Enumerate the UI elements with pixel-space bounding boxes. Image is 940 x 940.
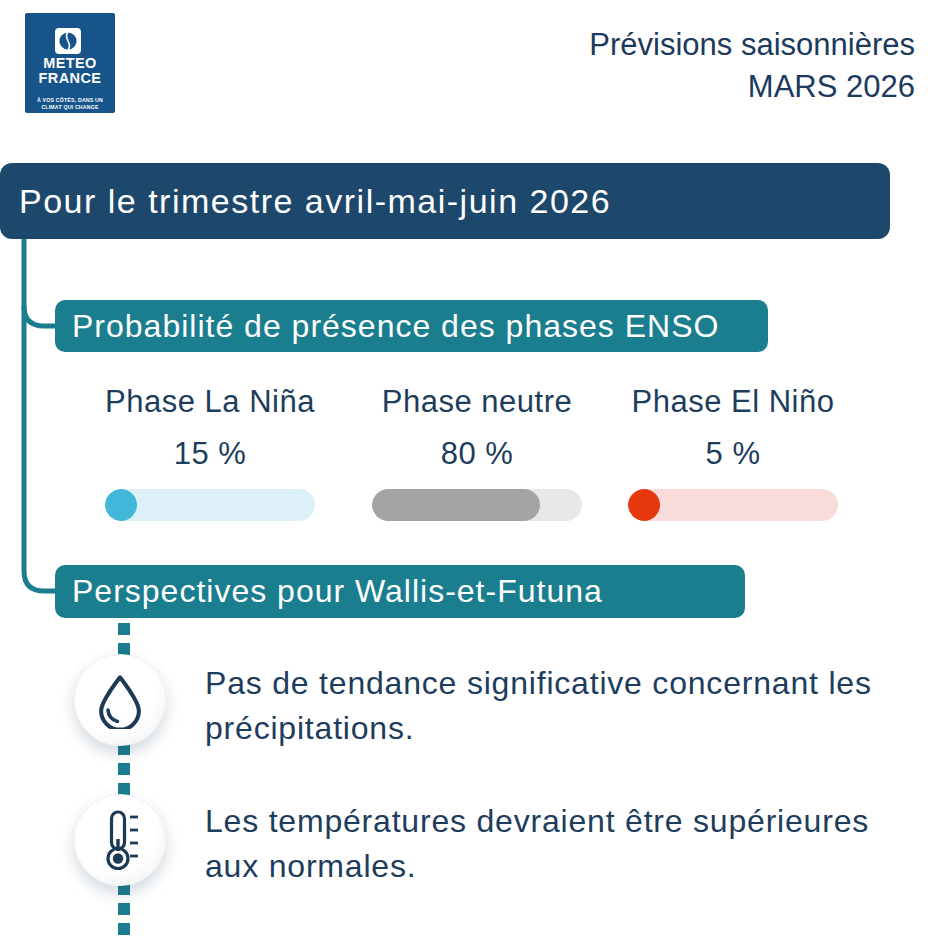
phase-label: Phase neutre <box>372 382 582 422</box>
precipitation-text: Pas de tendance significative concernant… <box>205 661 872 751</box>
enso-phase-el-nino: Phase El Niño 5 % <box>628 382 838 521</box>
page-title-line2: MARS 2026 <box>589 66 915 108</box>
phase-probability-bar <box>628 489 838 521</box>
temperature-text: Les températures devraient être supérieu… <box>205 799 869 889</box>
perspectives-section-title: Perspectives pour Wallis-et-Futuna <box>55 565 745 618</box>
phase-bar-fill <box>105 489 137 521</box>
phase-probability-bar <box>105 489 315 521</box>
page-title-line1: Prévisions saisonnières <box>589 24 915 66</box>
phase-label: Phase La Niña <box>105 382 315 422</box>
meteo-france-logo: METEO FRANCE À VOS CÔTÉS, DANS UN CLIMAT… <box>25 13 115 113</box>
phase-value: 15 % <box>105 434 315 474</box>
page-title: Prévisions saisonnières MARS 2026 <box>589 24 915 108</box>
precipitation-icon-circle <box>74 654 166 746</box>
enso-section-title: Probabilité de présence des phases ENSO <box>55 300 768 352</box>
meteo-france-logo-icon <box>55 28 81 54</box>
phase-bar-fill <box>372 489 540 521</box>
temperature-icon-circle <box>74 794 166 886</box>
phase-label: Phase El Niño <box>628 382 838 422</box>
enso-phase-neutre: Phase neutre 80 % <box>372 382 582 521</box>
enso-phase-la-nina: Phase La Niña 15 % <box>105 382 315 521</box>
phase-value: 5 % <box>628 434 838 474</box>
phase-value: 80 % <box>372 434 582 474</box>
logo-tagline: À VOS CÔTÉS, DANS UN CLIMAT QUI CHANGE <box>25 97 115 110</box>
seasonal-forecast-infographic: METEO FRANCE À VOS CÔTÉS, DANS UN CLIMAT… <box>0 0 940 940</box>
phase-bar-fill <box>628 489 660 521</box>
phase-probability-bar <box>372 489 582 521</box>
logo-brand-text: METEO FRANCE <box>25 56 115 85</box>
thermometer-icon <box>98 809 142 871</box>
droplet-icon <box>91 671 149 729</box>
period-banner: Pour le trimestre avril-mai-juin 2026 <box>0 163 890 239</box>
